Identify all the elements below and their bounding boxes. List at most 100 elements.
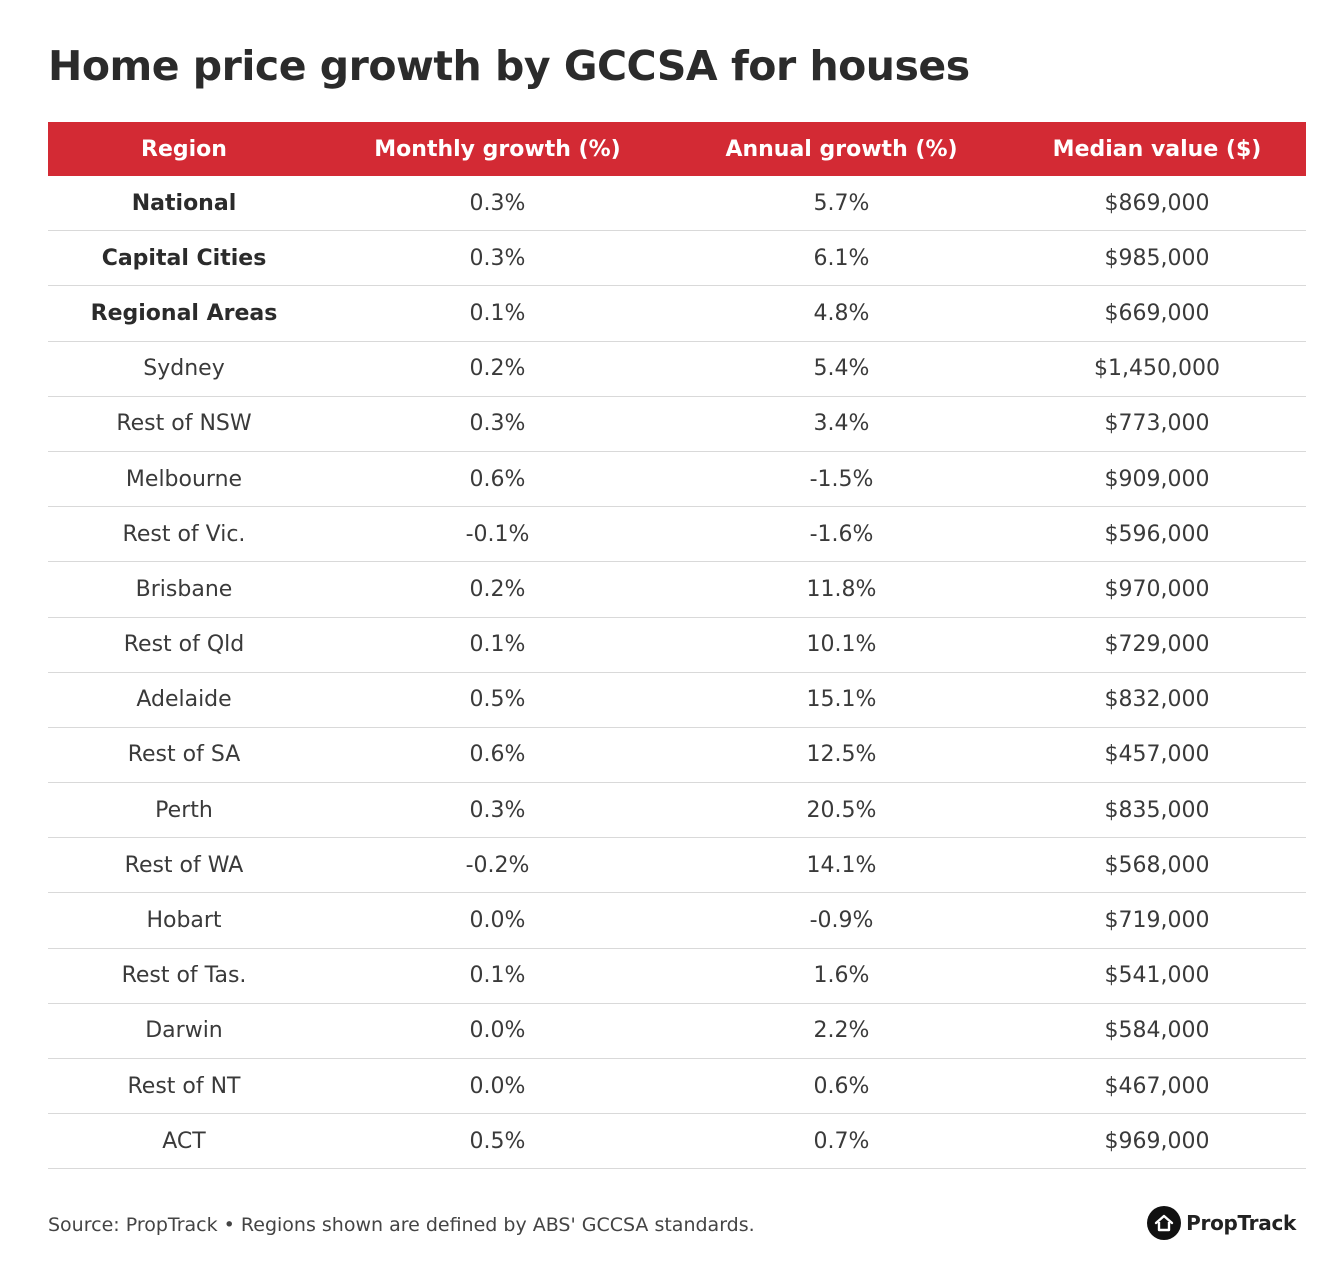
monthly-growth-cell: 0.0% xyxy=(469,908,526,934)
monthly-growth-cell: 0.6% xyxy=(469,466,526,492)
table-row: Adelaide 0.5% 15.1% $832,000 xyxy=(48,673,1306,728)
table-row: Rest of NT 0.0% 0.6% $467,000 xyxy=(48,1059,1306,1115)
table-row: Melbourne 0.6% -1.5% $909,000 xyxy=(48,452,1306,508)
chart-title: Home price growth by GCCSA for houses xyxy=(48,42,970,90)
region-cell: Rest of Vic. xyxy=(122,521,246,547)
annual-growth-cell: 0.7% xyxy=(813,1128,870,1154)
annual-growth-cell: -1.5% xyxy=(809,466,874,492)
median-value-cell: $909,000 xyxy=(1104,466,1210,492)
annual-growth-cell: 1.6% xyxy=(813,963,870,989)
annual-growth-cell: 6.1% xyxy=(813,245,870,271)
median-value-cell: $457,000 xyxy=(1104,742,1210,768)
median-value-cell: $1,450,000 xyxy=(1094,356,1220,382)
table-row: Rest of WA -0.2% 14.1% $568,000 xyxy=(48,838,1306,894)
table-row: Rest of NSW 0.3% 3.4% $773,000 xyxy=(48,397,1306,452)
annual-growth-cell: 15.1% xyxy=(806,687,877,713)
region-cell: Rest of Qld xyxy=(123,632,245,658)
median-value-cell: $969,000 xyxy=(1104,1128,1210,1154)
annual-growth-cell: -0.9% xyxy=(809,908,874,934)
region-cell: Rest of NT xyxy=(127,1073,241,1099)
median-value-cell: $835,000 xyxy=(1104,797,1210,823)
monthly-growth-cell: -0.1% xyxy=(465,521,530,547)
table-body: National 0.3% 5.7% $869,000 Capital Cities 0.… xyxy=(48,176,1306,1170)
monthly-growth-cell: 0.3% xyxy=(469,411,526,437)
table-row: Rest of Vic. -0.1% -1.6% $596,000 xyxy=(48,507,1306,563)
column-header-region: Region xyxy=(141,136,227,162)
monthly-growth-cell: 0.3% xyxy=(469,797,526,823)
annual-growth-cell: 3.4% xyxy=(813,411,870,437)
table-row: Rest of Qld 0.1% 10.1% $729,000 xyxy=(48,618,1306,673)
monthly-growth-cell: 0.1% xyxy=(469,632,526,658)
annual-growth-cell: 11.8% xyxy=(806,576,877,602)
annual-growth-cell: 4.8% xyxy=(813,300,870,326)
annual-growth-cell: 10.1% xyxy=(806,632,877,658)
median-value-cell: $773,000 xyxy=(1104,411,1210,437)
source-note: Source: PropTrack • Regions shown are de… xyxy=(48,1214,755,1236)
table-row: Sydney 0.2% 5.4% $1,450,000 xyxy=(48,342,1306,397)
region-cell: Brisbane xyxy=(135,576,233,602)
region-cell: Regional Areas xyxy=(90,300,278,326)
monthly-growth-cell: 0.5% xyxy=(469,687,526,713)
monthly-growth-cell: 0.1% xyxy=(469,963,526,989)
monthly-growth-cell: 0.6% xyxy=(469,742,526,768)
table-row: Perth 0.3% 20.5% $835,000 xyxy=(48,783,1306,839)
region-cell: National xyxy=(131,190,237,216)
column-header-monthly-growth: Monthly growth (%) xyxy=(374,136,621,162)
annual-growth-cell: 2.2% xyxy=(813,1018,870,1044)
region-cell: Rest of SA xyxy=(127,742,241,768)
table-row: ACT 0.5% 0.7% $969,000 xyxy=(48,1114,1306,1170)
monthly-growth-cell: -0.2% xyxy=(465,852,530,878)
monthly-growth-cell: 0.2% xyxy=(469,576,526,602)
median-value-cell: $596,000 xyxy=(1104,521,1210,547)
median-value-cell: $869,000 xyxy=(1104,190,1210,216)
median-value-cell: $985,000 xyxy=(1104,245,1210,271)
median-value-cell: $568,000 xyxy=(1104,852,1210,878)
region-cell: Melbourne xyxy=(125,466,243,492)
proptrack-logo: PropTrack xyxy=(1147,1206,1296,1240)
table-row: Brisbane 0.2% 11.8% $970,000 xyxy=(48,562,1306,618)
region-cell: Rest of NSW xyxy=(116,411,252,437)
median-value-cell: $467,000 xyxy=(1104,1073,1210,1099)
median-value-cell: $584,000 xyxy=(1104,1018,1210,1044)
region-cell: ACT xyxy=(162,1128,206,1154)
annual-growth-cell: 20.5% xyxy=(806,797,877,823)
median-value-cell: $729,000 xyxy=(1104,632,1210,658)
monthly-growth-cell: 0.1% xyxy=(469,300,526,326)
annual-growth-cell: 14.1% xyxy=(806,852,877,878)
house-icon xyxy=(1147,1206,1182,1240)
region-cell: Adelaide xyxy=(136,687,232,713)
monthly-growth-cell: 0.0% xyxy=(469,1073,526,1099)
annual-growth-cell: 12.5% xyxy=(806,742,877,768)
monthly-growth-cell: 0.0% xyxy=(469,1018,526,1044)
table-header: Region Monthly growth (%) Annual growth … xyxy=(48,122,1306,176)
region-cell: Perth xyxy=(155,797,213,823)
table-row: Capital Cities 0.3% 6.1% $985,000 xyxy=(48,231,1306,287)
table-row: Rest of Tas. 0.1% 1.6% $541,000 xyxy=(48,949,1306,1004)
median-value-cell: $970,000 xyxy=(1104,576,1210,602)
annual-growth-cell: 0.6% xyxy=(813,1073,870,1099)
monthly-growth-cell: 0.2% xyxy=(469,356,526,382)
column-header-annual-growth: Annual growth (%) xyxy=(725,136,958,162)
monthly-growth-cell: 0.3% xyxy=(469,190,526,216)
monthly-growth-cell: 0.5% xyxy=(469,1128,526,1154)
column-header-median-value: Median value ($) xyxy=(1052,136,1262,162)
region-cell: Darwin xyxy=(145,1018,223,1044)
annual-growth-cell: 5.4% xyxy=(813,356,870,382)
table-row: National 0.3% 5.7% $869,000 xyxy=(48,176,1306,232)
table-row: Darwin 0.0% 2.2% $584,000 xyxy=(48,1004,1306,1059)
monthly-growth-cell: 0.3% xyxy=(469,245,526,271)
region-cell: Rest of WA xyxy=(124,852,244,878)
region-cell: Rest of Tas. xyxy=(121,963,247,989)
region-cell: Capital Cities xyxy=(101,245,267,271)
annual-growth-cell: 5.7% xyxy=(813,190,870,216)
median-value-cell: $541,000 xyxy=(1104,963,1210,989)
brand-name: PropTrack xyxy=(1186,1211,1296,1235)
region-cell: Sydney xyxy=(143,356,225,382)
median-value-cell: $719,000 xyxy=(1104,908,1210,934)
region-cell: Hobart xyxy=(146,908,222,934)
table-row: Hobart 0.0% -0.9% $719,000 xyxy=(48,893,1306,949)
median-value-cell: $669,000 xyxy=(1104,300,1210,326)
data-table: Region Monthly growth (%) Annual growth … xyxy=(48,122,1306,1170)
annual-growth-cell: -1.6% xyxy=(809,521,874,547)
table-row: Regional Areas 0.1% 4.8% $669,000 xyxy=(48,286,1306,342)
